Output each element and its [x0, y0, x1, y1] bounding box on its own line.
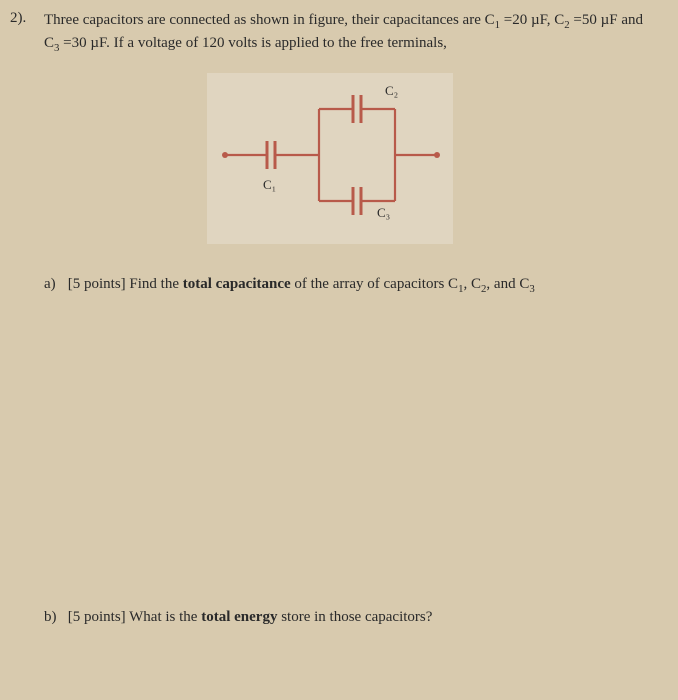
- circuit-svg: C₁ C₂ C₃: [215, 79, 445, 229]
- question-text: Three capacitors are connected as shown …: [44, 10, 644, 55]
- figure-container: C₁ C₂ C₃: [10, 73, 650, 244]
- c2-label: C₂: [385, 83, 398, 98]
- question-row: 2). Three capacitors are connected as sh…: [10, 10, 650, 55]
- page: 2). Three capacitors are connected as sh…: [0, 0, 678, 637]
- part-a-body: [5 points] Find the total capacitance of…: [68, 274, 648, 297]
- part-b-label: b): [44, 607, 64, 627]
- question-number: 2).: [10, 10, 40, 27]
- part-a: a) [5 points] Find the total capacitance…: [44, 274, 650, 297]
- part-b-body: [5 points] What is the total energy stor…: [68, 607, 648, 627]
- part-b: b) [5 points] What is the total energy s…: [44, 607, 650, 627]
- part-a-label: a): [44, 274, 64, 294]
- c1-label: C₁: [263, 177, 276, 192]
- spacer: [10, 297, 650, 607]
- circuit-figure: C₁ C₂ C₃: [207, 73, 453, 244]
- terminal-right: [434, 152, 440, 158]
- c3-label: C₃: [377, 205, 390, 220]
